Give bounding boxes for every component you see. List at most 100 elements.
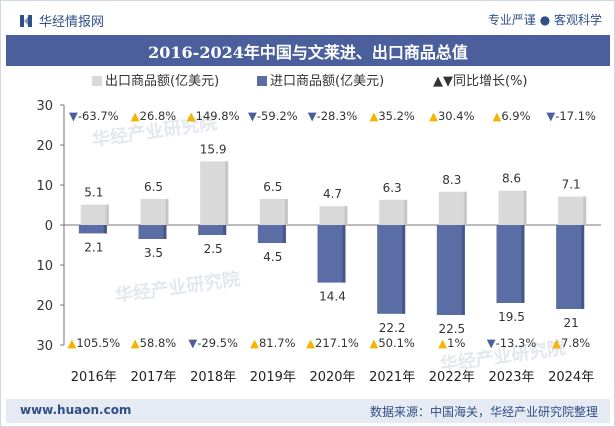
- export-growth-value: -63.7%: [78, 109, 119, 123]
- import-bar-side: [223, 225, 227, 235]
- export-growth-label: ▲30.4%: [429, 109, 474, 123]
- export-value-label: 8.3: [442, 173, 461, 187]
- x-tick-label: 2023年: [488, 370, 534, 385]
- import-bar-side: [581, 225, 585, 309]
- export-value-label: 4.7: [323, 187, 342, 201]
- legend-import-swatch: [257, 76, 267, 86]
- export-value-label: 5.1: [84, 186, 103, 200]
- brand-name: 华经情报网: [39, 15, 105, 30]
- y-tick-label: 30: [36, 99, 53, 114]
- y-tick-label: 20: [36, 299, 53, 314]
- import-value-label: 2.5: [204, 242, 223, 256]
- footer: www.huaon.com 数据来源：中国海关，华经产业研究院整理: [6, 399, 610, 423]
- export-growth-value: -17.1%: [555, 109, 596, 123]
- import-growth-label: ▲217.1%: [306, 336, 359, 350]
- import-bar-side: [521, 225, 525, 303]
- y-tick-label: 10: [36, 259, 53, 274]
- export-bar: [438, 191, 467, 225]
- import-growth-value: 50.1%: [378, 336, 415, 350]
- import-growth-value: 58.8%: [140, 336, 177, 350]
- import-growth-label: ▲1%: [438, 336, 465, 350]
- export-bar: [379, 199, 408, 225]
- import-growth-label: ▲105.5%: [67, 336, 120, 350]
- import-growth-label: ▲50.1%: [369, 336, 414, 350]
- export-bar-side: [284, 199, 288, 225]
- down-arrow-icon: ▼: [248, 109, 257, 123]
- x-tick-label: 2020年: [309, 370, 355, 385]
- import-bar: [138, 225, 167, 239]
- export-value-label: 8.6: [502, 172, 521, 186]
- export-bar-side: [105, 204, 109, 225]
- labels: 5.12.1▼-63.7%▲105.5%2016年6.53.5▲26.8%▲58…: [67, 109, 596, 385]
- import-bar: [556, 225, 585, 309]
- export-bar-side: [165, 199, 169, 225]
- import-growth-value: 7.8%: [561, 336, 590, 350]
- import-bar: [377, 225, 406, 314]
- chart-title: 2016-2024年中国与文莱进、出口商品总值: [6, 35, 610, 66]
- import-bar-side: [103, 225, 107, 234]
- export-growth-value: -28.3%: [317, 109, 358, 123]
- import-growth-value: 81.7%: [259, 336, 296, 350]
- y-tick-label: 0: [45, 219, 53, 234]
- import-value-label: 22.5: [438, 322, 465, 336]
- watermark-text-1: 华经产业研究院: [114, 268, 242, 307]
- export-value-label: 6.5: [263, 180, 282, 194]
- export-bar-side: [463, 191, 467, 225]
- brand-logo-icon: [20, 14, 32, 27]
- import-bar: [78, 225, 107, 234]
- export-growth-label: ▲26.8%: [131, 109, 176, 123]
- up-arrow-icon: ▲: [131, 336, 140, 350]
- down-arrow-icon: ▼: [308, 109, 317, 123]
- up-arrow-icon: ▲: [429, 109, 438, 123]
- import-growth-label: ▼-29.5%: [188, 336, 238, 350]
- export-growth-label: ▼-59.2%: [248, 109, 298, 123]
- legend-export-label: 出口商品额(亿美元): [105, 74, 219, 89]
- x-tick-label: 2018年: [190, 370, 236, 385]
- export-bar: [319, 206, 348, 225]
- import-value-label: 2.1: [84, 240, 103, 254]
- up-arrow-icon: ▲: [306, 336, 315, 350]
- import-bar: [496, 225, 525, 303]
- x-tick-label: 2021年: [369, 370, 415, 385]
- export-growth-label: ▲6.9%: [492, 109, 530, 123]
- import-value-label: 19.5: [498, 310, 525, 324]
- footer-url[interactable]: www.huaon.com: [20, 403, 132, 417]
- up-arrow-icon: ▲: [492, 109, 501, 123]
- import-value-label: 3.5: [144, 246, 163, 260]
- y-tick-label: 20: [36, 139, 53, 154]
- x-tick-label: 2022年: [429, 370, 475, 385]
- export-bar: [140, 199, 169, 225]
- footer-source: 数据来源：中国海关，华经产业研究院整理: [369, 405, 598, 419]
- export-value-label: 7.1: [562, 178, 581, 192]
- import-value-label: 22.2: [379, 321, 406, 335]
- import-growth-value: 1%: [447, 336, 465, 350]
- export-growth-value: 30.4%: [438, 109, 475, 123]
- export-growth-label: ▲35.2%: [369, 109, 414, 123]
- import-bar: [198, 225, 227, 235]
- down-arrow-icon: ▼: [546, 109, 555, 123]
- bars: [78, 161, 587, 315]
- up-arrow-icon: ▲: [250, 336, 259, 350]
- down-arrow-icon: ▼: [69, 109, 78, 123]
- import-bar-side: [461, 225, 465, 315]
- import-bar: [257, 225, 286, 243]
- x-tick-label: 2017年: [130, 370, 176, 385]
- up-arrow-icon: ▲: [131, 109, 140, 123]
- top-bar: 华经情报网 专业严谨 ● 客观科学: [1, 1, 614, 37]
- y-tick-label: 30: [36, 339, 53, 354]
- y-tick-label: 10: [36, 179, 53, 194]
- import-bar-side: [163, 225, 167, 239]
- up-arrow-icon: ▲: [187, 109, 196, 123]
- import-value-label: 4.5: [263, 250, 282, 264]
- up-arrow-icon: ▲: [438, 336, 447, 350]
- export-growth-label: ▼-63.7%: [69, 109, 119, 123]
- import-bar: [317, 225, 346, 283]
- export-value-label: 15.9: [200, 142, 227, 156]
- x-tick-label: 2024年: [548, 370, 594, 385]
- export-bar-side: [225, 161, 229, 225]
- export-bar: [259, 199, 288, 225]
- export-bar: [558, 196, 587, 225]
- import-growth-label: ▲58.8%: [131, 336, 176, 350]
- export-bar-side: [523, 190, 527, 225]
- import-bar-side: [342, 225, 346, 283]
